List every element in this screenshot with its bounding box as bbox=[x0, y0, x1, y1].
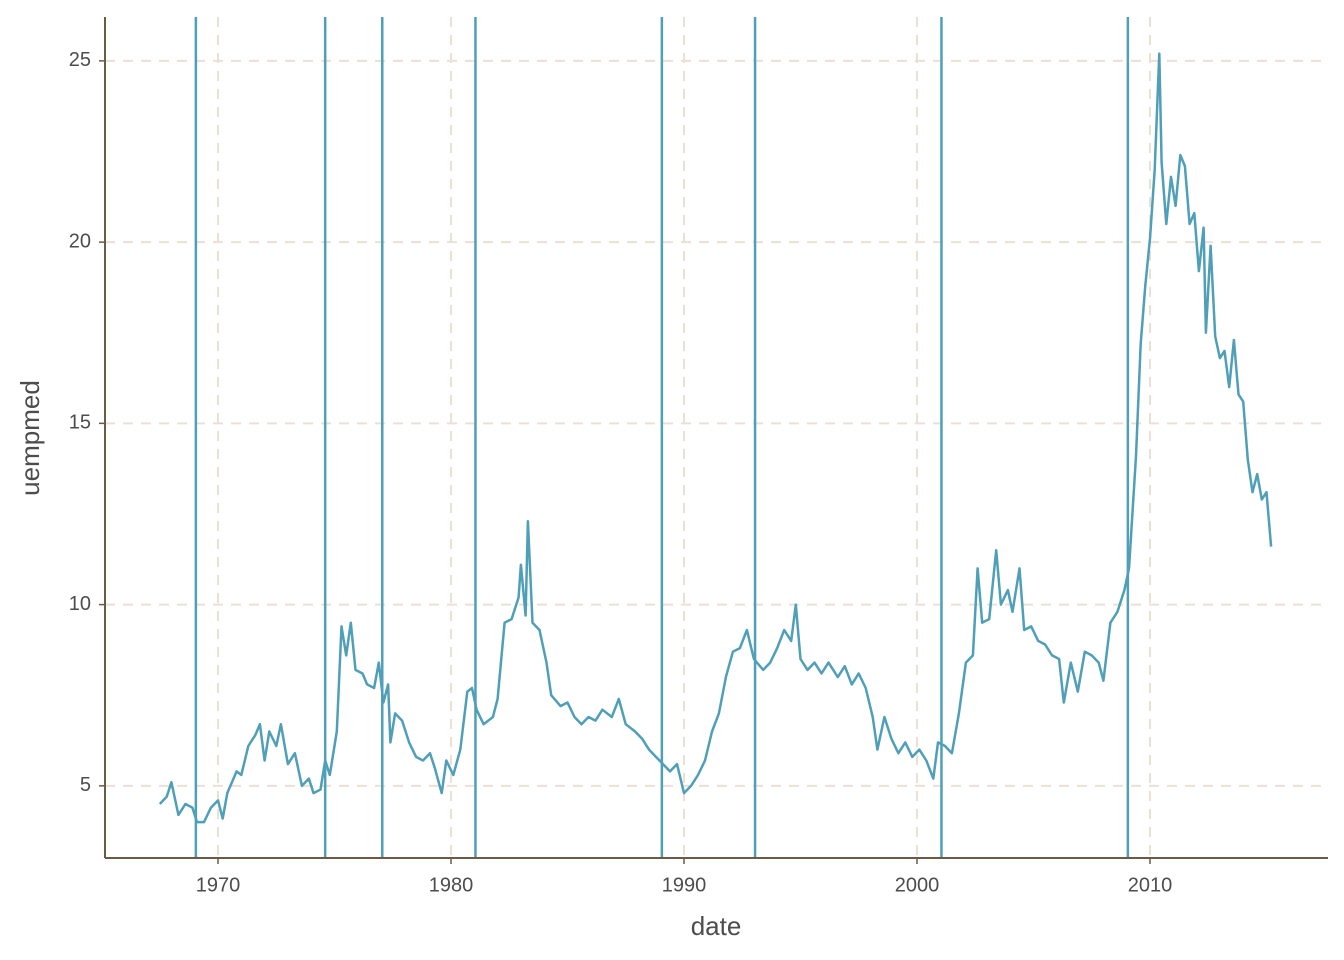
y-axis-title: uempmed bbox=[15, 380, 45, 496]
y-tick-label: 20 bbox=[69, 230, 91, 252]
x-tick-label: 1990 bbox=[662, 874, 707, 896]
x-axis-title: date bbox=[691, 911, 742, 941]
y-tick-label: 10 bbox=[69, 593, 91, 615]
x-tick-label: 2000 bbox=[895, 874, 940, 896]
x-tick-label: 1980 bbox=[429, 874, 474, 896]
x-tick-label: 1970 bbox=[196, 874, 241, 896]
y-tick-label: 15 bbox=[69, 412, 91, 434]
data-line bbox=[158, 52, 1273, 824]
y-tick-label: 5 bbox=[80, 774, 91, 796]
y-tick-label: 25 bbox=[69, 49, 91, 71]
x-tick-label: 2010 bbox=[1128, 874, 1173, 896]
